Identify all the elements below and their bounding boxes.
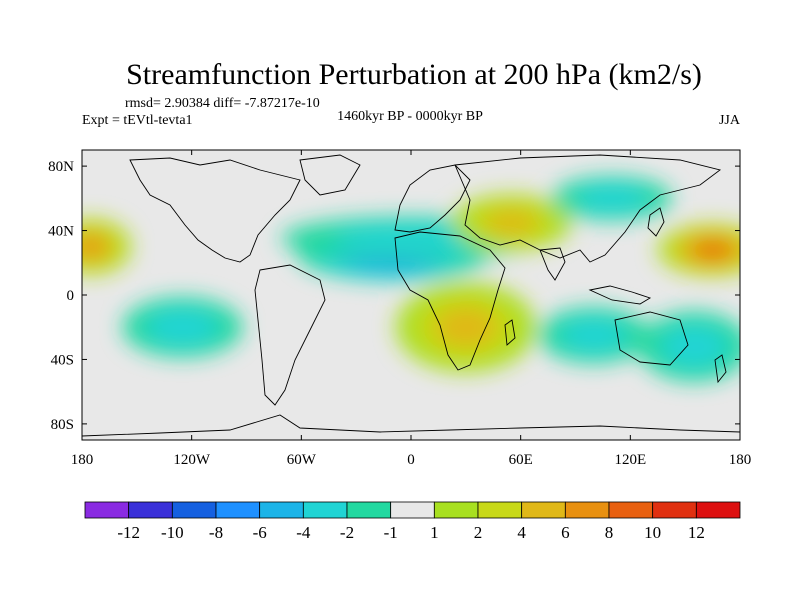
coastline-madagascar: [504, 319, 516, 346]
chart-title: Streamfunction Perturbation at 200 hPa (…: [126, 58, 702, 91]
colorbar-label: -1: [384, 523, 398, 542]
y-tick-label: 40N: [48, 224, 74, 240]
anomaly-field: [82, 176, 740, 382]
colorbar-swatch: [608, 501, 654, 519]
colorbar-label: 1: [430, 523, 439, 542]
anomaly-contour-level: [697, 242, 728, 257]
anomaly-contour-level: [560, 318, 627, 353]
coastlines: [82, 154, 740, 437]
colorbar-swatch: [171, 501, 217, 519]
colorbar-label: -10: [161, 523, 184, 542]
x-tick-label: 180: [729, 452, 752, 468]
coastline-south-america: [254, 264, 326, 406]
x-tick-label: 60W: [287, 452, 317, 468]
x-tick-label: 0: [407, 452, 415, 468]
season-label: JJA: [719, 113, 741, 128]
axis-ticks: 180 120W 60W 0 60E 120E 180 80N 40N 0 40S 80S: [48, 150, 751, 468]
colorbar-label: 6: [561, 523, 570, 542]
anomaly-contour-level: [82, 237, 105, 256]
colorbar-label: -4: [296, 523, 311, 542]
coastline-africa: [394, 231, 506, 371]
stats-text: rmsd= 2.90384 diff= -7.87217e-10: [125, 96, 320, 111]
y-tick-label: 40S: [51, 352, 74, 368]
colorbar-label: 12: [688, 523, 705, 542]
coastline-europe: [394, 164, 471, 233]
colorbar-label: 10: [644, 523, 661, 542]
coastline-india: [539, 247, 566, 281]
colorbar-swatch: [652, 501, 697, 519]
anomaly-contour-level: [435, 307, 496, 347]
colorbar-label: -6: [253, 523, 267, 542]
coastline-asia: [454, 154, 722, 263]
y-tick-label: 80N: [48, 159, 74, 175]
colorbar-label: -8: [209, 523, 223, 542]
colorbar-swatch: [695, 501, 741, 519]
colorbar-label: 8: [605, 523, 614, 542]
coastline-australia: [614, 311, 689, 366]
colorbar-swatch: [215, 501, 261, 519]
colorbar-swatch: [259, 501, 304, 519]
colorbar-swatch: [477, 501, 523, 519]
x-tick-label: 60E: [509, 452, 533, 468]
anomaly-contour-level: [485, 210, 538, 235]
coastline-japan: [647, 207, 665, 237]
colorbar-swatch: [564, 501, 610, 519]
map-panel: [82, 150, 740, 440]
x-tick-label: 180: [71, 452, 94, 468]
colorbar-swatch: [433, 501, 479, 519]
colorbar-swatch: [302, 501, 348, 519]
anomaly-contour-level: [333, 225, 489, 252]
coastline-maritime-continent: [588, 285, 652, 305]
coastline-antarctica: [82, 414, 740, 437]
y-tick-label: 80S: [51, 417, 74, 433]
colorbar-label: 2: [474, 523, 483, 542]
y-tick-label: 0: [67, 288, 75, 304]
coastline-new-zealand: [714, 354, 727, 384]
colorbar: -12 -10 -8 -6 -4 -2 -1 1 2 4 6 8 10 12: [84, 501, 741, 542]
coastline-north-america: [129, 157, 301, 263]
period-label: 1460kyr BP - 0000kyr BP: [337, 109, 483, 124]
anomaly-contour-level: [661, 325, 728, 368]
x-tick-label: 120E: [614, 452, 646, 468]
colorbar-swatch: [521, 501, 566, 519]
colorbar-label: 4: [517, 523, 526, 542]
colorbar-swatch: [346, 501, 392, 519]
anomaly-contour-level: [146, 309, 219, 346]
colorbar-label: -2: [340, 523, 354, 542]
colorbar-label: -12: [117, 523, 140, 542]
experiment-label: Expt = tEVtl-tevta1: [82, 113, 193, 128]
colorbar-swatch: [128, 501, 173, 519]
x-tick-label: 120W: [173, 452, 211, 468]
colorbar-swatch: [84, 501, 130, 519]
colorbar-swatch: [390, 501, 435, 519]
coastline-greenland: [299, 154, 361, 196]
anomaly-contour-level: [576, 185, 649, 212]
